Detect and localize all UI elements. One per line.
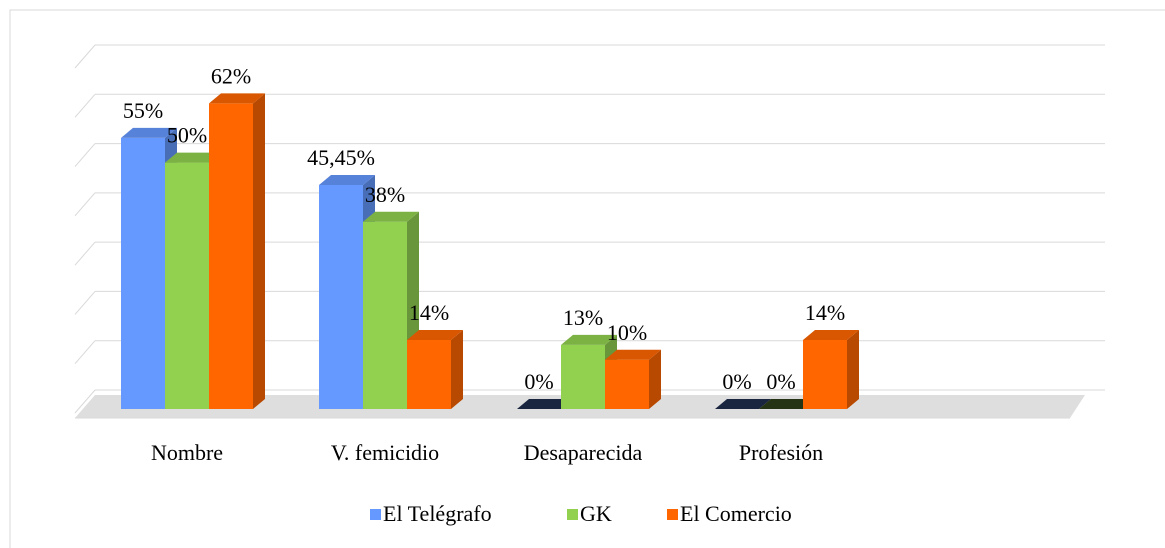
bar-front — [121, 137, 165, 409]
data-label: 13% — [563, 305, 603, 330]
bar-top — [363, 211, 419, 222]
bar-top — [165, 152, 221, 163]
bar-top — [407, 330, 463, 340]
bar-front — [605, 359, 649, 409]
data-label: 14% — [805, 300, 845, 325]
x-tick-label: Desaparecida — [524, 440, 643, 465]
bar-side — [649, 349, 661, 409]
legend-label: El Comercio — [680, 501, 792, 526]
data-label: 45,45% — [307, 145, 375, 170]
bar-front — [319, 184, 363, 409]
bar-top — [517, 399, 573, 409]
bar-top — [319, 174, 375, 185]
grid-line — [74, 241, 96, 266]
data-label: 38% — [365, 182, 405, 207]
data-label: 62% — [211, 63, 251, 88]
bar-top — [209, 93, 265, 104]
bar-front — [165, 162, 209, 409]
bar-front — [407, 340, 451, 409]
bar-top — [759, 399, 815, 409]
legend-swatch — [567, 509, 578, 520]
grid-line — [74, 192, 96, 217]
bar-front — [209, 103, 253, 409]
chart-frame — [9, 9, 1165, 548]
grid-line — [74, 291, 96, 315]
data-label: 55% — [123, 98, 163, 123]
x-tick-label: V. femicidio — [331, 440, 439, 465]
bar-top — [803, 330, 859, 340]
bar-side — [253, 93, 265, 409]
grid-line — [74, 143, 96, 167]
data-label: 50% — [167, 123, 207, 148]
bar-side — [847, 330, 859, 409]
grid-line — [74, 389, 96, 414]
grid-line — [74, 93, 96, 118]
bar-side — [451, 330, 463, 409]
grid-line — [74, 44, 96, 69]
x-tick-label: Profesión — [739, 440, 823, 465]
bar-front — [803, 340, 847, 409]
legend-swatch — [370, 509, 381, 520]
legend-swatch — [667, 509, 678, 520]
bar-top — [121, 127, 177, 138]
data-label: 0% — [722, 369, 751, 394]
grid-line — [74, 340, 96, 365]
bar-front — [363, 221, 407, 409]
data-label: 14% — [409, 300, 449, 325]
data-label: 0% — [766, 369, 795, 394]
data-label: 10% — [607, 320, 647, 345]
bar-top — [561, 334, 617, 345]
bar-top — [605, 349, 661, 360]
bar-top — [715, 399, 771, 409]
x-tick-label: Nombre — [151, 440, 223, 465]
data-label: 0% — [524, 369, 553, 394]
legend-label: GK — [580, 501, 612, 526]
bar-front — [561, 344, 605, 409]
legend-label: El Telégrafo — [383, 501, 492, 526]
